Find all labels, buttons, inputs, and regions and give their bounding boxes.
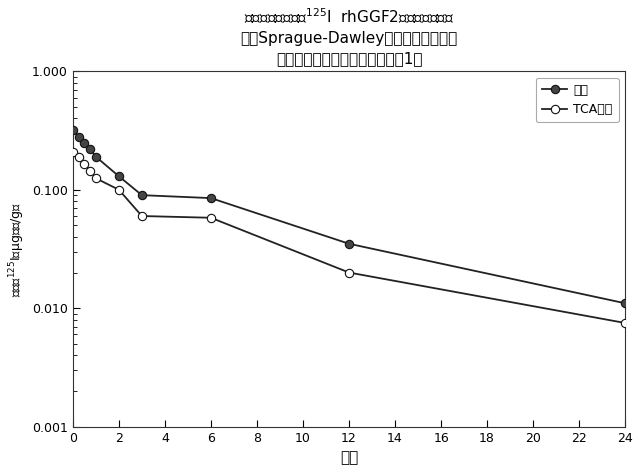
Line: 合計: 合計: [68, 126, 629, 307]
TCA沈殿: [86, 168, 94, 174]
合計: [621, 301, 629, 306]
TCA沈殿: [92, 176, 100, 181]
合計: [69, 127, 77, 133]
合計: [86, 146, 94, 152]
TCA沈殿: [207, 215, 215, 220]
合計: [92, 154, 100, 160]
合計: [345, 241, 353, 246]
合計: [138, 192, 146, 198]
TCA沈殿: [81, 161, 88, 167]
合計: [115, 173, 123, 179]
TCA沈殿: [345, 270, 353, 275]
合計: [207, 195, 215, 201]
TCA沈殿: [138, 213, 146, 219]
Y-axis label: 血漿中$^{125}$I（μg当量/g）: 血漿中$^{125}$I（μg当量/g）: [7, 202, 26, 296]
TCA沈殿: [75, 154, 83, 160]
TCA沈殿: [621, 320, 629, 326]
合計: [75, 134, 83, 140]
Legend: 合計, TCA沈殿: 合計, TCA沈殿: [536, 77, 619, 122]
TCA沈殿: [115, 187, 123, 193]
Title: 静脈内経路による$^{125}$I  rhGGF2の単回投与後の
雄性Sprague-Dawleyラットの血漿中の
放射活性に関する平均濃度（群1）: 静脈内経路による$^{125}$I rhGGF2の単回投与後の 雄性Spragu…: [241, 7, 458, 66]
X-axis label: 時間: 時間: [340, 450, 358, 465]
合計: [81, 140, 88, 145]
Line: TCA沈殿: TCA沈殿: [68, 147, 629, 327]
TCA沈殿: [69, 149, 77, 154]
